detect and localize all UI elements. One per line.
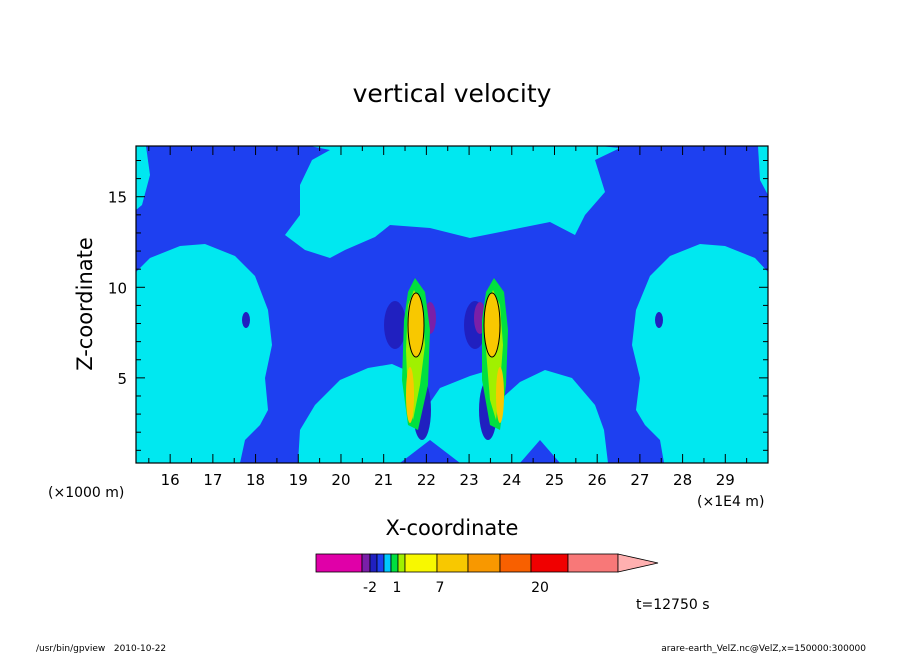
- colorbar-swatch: [567, 553, 619, 573]
- light-region-top-left: [136, 146, 150, 210]
- colorbar-labels: -2 1 7 20: [363, 580, 549, 596]
- colorbar-extend-arrow: [617, 553, 659, 573]
- tick-marks: [136, 146, 768, 463]
- x-tick-label: 23: [460, 471, 479, 489]
- colorbar-swatch: [499, 553, 532, 573]
- colorbar-swatch: [404, 553, 438, 573]
- x-scale-note-left: (×1000 m): [48, 485, 124, 501]
- light-region-center: [298, 364, 608, 463]
- dark-core-left-a: [384, 301, 406, 349]
- colorbar-swatch: [315, 553, 363, 573]
- colorbar-label: 1: [393, 580, 402, 596]
- colorbar-swatch: [361, 553, 371, 573]
- y-tick-labels: 5 10 15: [108, 189, 127, 388]
- x-tick-label: 25: [545, 471, 564, 489]
- colorbar-swatch: [530, 553, 569, 573]
- x-tick-label: 28: [673, 471, 692, 489]
- x-tick-labels: 16 17 18 19 20 21 22 23 24 25 26 27 28 29: [161, 471, 735, 489]
- dark-core-far-left: [242, 312, 250, 328]
- colorbar-swatch: [436, 553, 469, 573]
- time-annotation: t=12750 s: [636, 597, 710, 613]
- colorbar-label: -2: [363, 580, 377, 596]
- updraft-right-core: [483, 292, 501, 358]
- x-tick-label: 16: [161, 471, 180, 489]
- colorbar-swatch: [383, 553, 392, 573]
- plot-frame: [135, 145, 769, 464]
- x-tick-label: 26: [588, 471, 607, 489]
- x-scale-note-right: (×1E4 m): [697, 494, 764, 510]
- y-tick-label: 5: [117, 370, 127, 388]
- file-footer: arare-earth_VelZ.nc@VelZ,x=150000:300000: [661, 644, 866, 654]
- contour-field: [136, 146, 768, 463]
- updraft-right-lower: [496, 367, 504, 423]
- y-tick-label: 10: [108, 279, 127, 297]
- colorbar-swatch: [467, 553, 501, 573]
- x-tick-label: 27: [630, 471, 649, 489]
- x-tick-label: 17: [203, 471, 222, 489]
- x-tick-label: 29: [716, 471, 735, 489]
- colorbar: [315, 553, 659, 573]
- light-region-left: [136, 244, 272, 463]
- colorbar-label: 7: [436, 580, 445, 596]
- y-tick-label: 15: [108, 189, 127, 207]
- x-tick-label: 21: [374, 471, 393, 489]
- light-region-right: [632, 244, 768, 463]
- x-tick-label: 22: [417, 471, 436, 489]
- colorbar-label: 20: [531, 580, 549, 596]
- y-axis-label: Z-coordinate: [73, 237, 97, 371]
- updraft-left-lower: [406, 367, 414, 423]
- x-tick-label: 19: [289, 471, 308, 489]
- colorbar-swatch: [390, 553, 399, 573]
- colorbar-swatch: [376, 553, 385, 573]
- dark-core-far-right: [655, 312, 663, 328]
- x-axis-label: X-coordinate: [386, 516, 519, 540]
- program-footer: /usr/bin/gpview 2010-10-22: [36, 644, 166, 654]
- x-tick-label: 18: [246, 471, 265, 489]
- colorbar-swatch: [369, 553, 378, 573]
- light-region-top-right: [758, 146, 768, 195]
- chart-title: vertical velocity: [353, 79, 552, 108]
- updraft-left-core: [407, 292, 425, 358]
- x-tick-label: 24: [502, 471, 521, 489]
- light-region-upper: [285, 146, 620, 258]
- x-tick-label: 20: [331, 471, 350, 489]
- colorbar-swatch: [397, 553, 406, 573]
